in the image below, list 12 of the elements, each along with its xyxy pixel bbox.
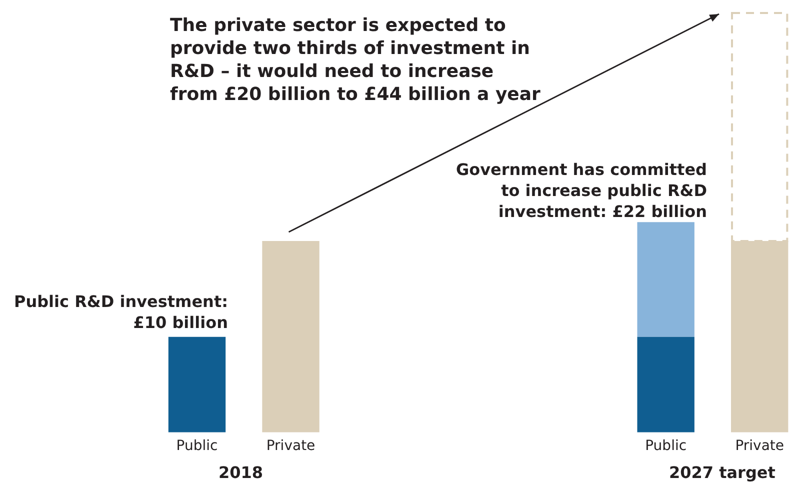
text: 2018 [218,462,264,484]
bar [637,336,694,432]
annotation: Public R&D investment: £10 billion [12,291,228,333]
annotation: Government has committed to increase public R&D investment: £22 billion [454,159,707,222]
bar [637,222,694,337]
bar [168,336,226,432]
x-tick-label: Private [266,438,316,454]
annotation: The private sector is expected to provide two thirds of investment in R&D – it would need to increase from £20 billion to £44 billion a year [170,14,542,106]
x-tick-label: Public [645,438,687,454]
x-tick-label: Private [735,438,784,454]
text: 2027 target [669,462,776,484]
x-tick-label: Public [176,438,218,454]
